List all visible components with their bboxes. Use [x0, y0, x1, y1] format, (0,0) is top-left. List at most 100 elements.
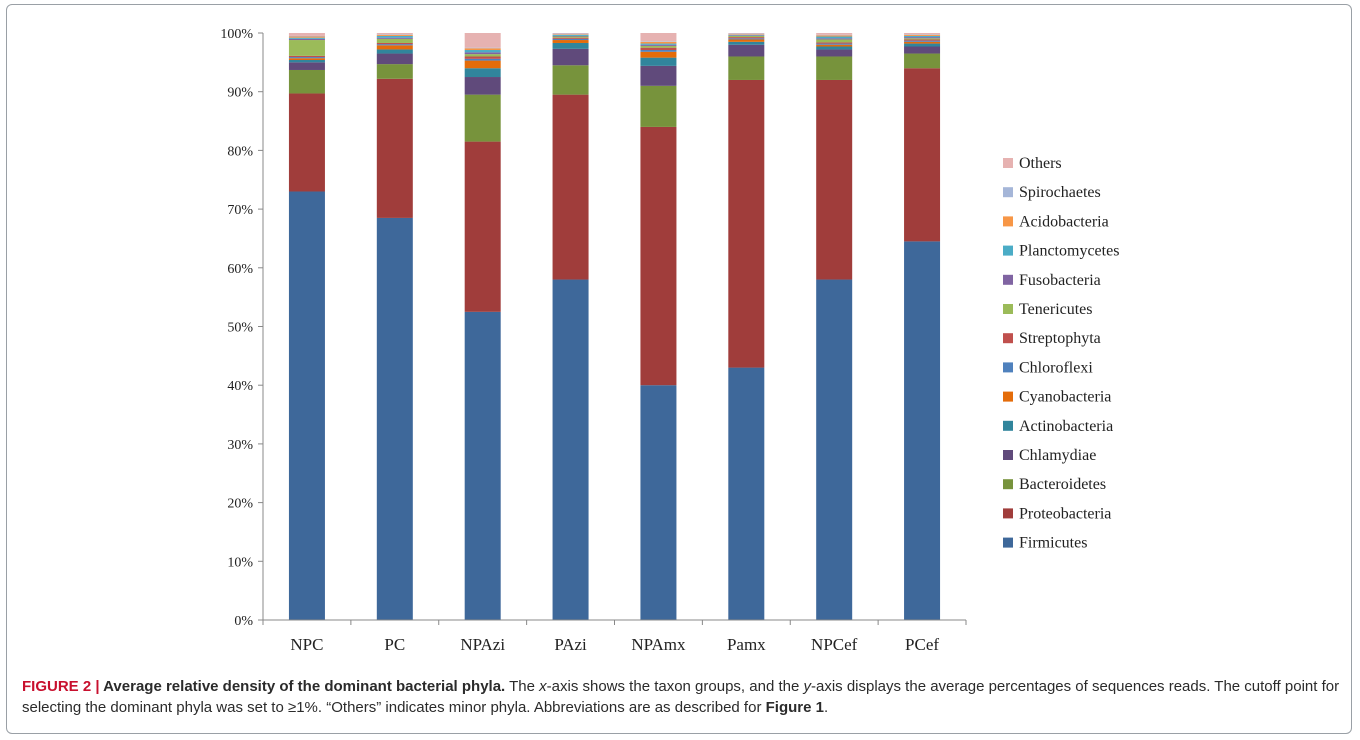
legend-swatch	[1003, 187, 1013, 198]
bar-segment-bacteroidetes-pazi	[552, 65, 589, 95]
bar-segment-cyanobacteria-pazi	[552, 40, 589, 43]
bar-segment-planctomycetes-npazi	[464, 50, 501, 53]
bar-segment-actinobacteria-pamx	[728, 41, 765, 45]
bar-segment-acidobacteria-pcef	[904, 34, 941, 36]
bar-segment-chlamydiae-pazi	[552, 48, 589, 66]
bar-segment-bacteroidetes-pamx	[728, 56, 765, 80]
bar-segment-bacteroidetes-npamx	[640, 85, 677, 127]
caption-figure-reference: Figure 1	[765, 699, 824, 716]
caption-y-axis: y	[803, 678, 811, 695]
y-tick-label: 0%	[234, 614, 253, 629]
bar-segment-firmicutes-npamx	[640, 385, 677, 620]
legend-swatch	[1003, 537, 1013, 548]
y-tick-label: 70%	[227, 203, 253, 218]
bar-segment-planctomycetes-npamx	[640, 43, 677, 45]
legend-label: Streptophyta	[1019, 330, 1101, 347]
bar-segment-streptophyta-npazi	[464, 56, 501, 59]
bar-segment-chloroflexi-npcef	[816, 43, 853, 45]
bar-segment-spirochaetes-pazi	[552, 33, 589, 35]
bar-segment-actinobacteria-npc	[288, 60, 325, 63]
bar-segment-firmicutes-npc	[288, 191, 325, 621]
bar-segment-fusobacteria-pcef	[904, 37, 941, 39]
bar-segment-others-npamx	[640, 33, 677, 42]
bar-segment-streptophyta-npcef	[816, 42, 853, 44]
legend-label: Chlamydiae	[1019, 447, 1096, 464]
bar-segment-planctomycetes-pc	[376, 35, 413, 38]
bar-segment-spirochaetes-pcef	[904, 34, 941, 35]
legend-label: Cyanobacteria	[1019, 389, 1111, 406]
legend-swatch	[1003, 158, 1013, 168]
bar-segment-tenericutes-pcef	[904, 38, 941, 40]
legend-label: Tenericutes	[1019, 301, 1093, 318]
bar-segment-acidobacteria-pamx	[728, 34, 765, 35]
bar-segment-actinobacteria-npcef	[816, 46, 853, 50]
legend-label: Firmicutes	[1019, 535, 1087, 552]
bar-segment-bacteroidetes-npc	[288, 69, 325, 94]
bar-segment-bacteroidetes-pc	[376, 64, 413, 79]
axes-layer: NPC PC NPAzi PAzi NPAmx Pamx NPCef PCef 0% 10% 20%…	[220, 27, 967, 654]
bar-segment-chloroflexi-npazi	[464, 58, 501, 61]
bar-segment-others-pazi	[552, 33, 589, 34]
bar-segment-cyanobacteria-npazi	[464, 60, 501, 69]
x-tick-label: NPAzi	[460, 635, 505, 654]
bar-segment-fusobacteria-pc	[376, 37, 413, 39]
bar-segment-streptophyta-pc	[376, 42, 413, 45]
bar-segment-proteobacteria-npcef	[816, 79, 853, 280]
bar-segment-chlamydiae-npc	[288, 62, 325, 70]
caption-text: -axis shows the taxon groups, and the	[546, 678, 804, 695]
bar-segment-actinobacteria-pcef	[904, 43, 941, 47]
x-tick-label: Pamx	[727, 635, 766, 654]
y-tick-label: 60%	[227, 262, 253, 277]
bar-segment-streptophyta-pcef	[904, 39, 941, 41]
legend-label: Acidobacteria	[1019, 213, 1109, 230]
legend-label: Proteobacteria	[1019, 505, 1111, 522]
bar-segment-cyanobacteria-pcef	[904, 41, 941, 44]
bar-segment-tenericutes-npazi	[464, 54, 501, 57]
bar-segment-acidobacteria-pc	[376, 34, 413, 36]
bar-segment-bacteroidetes-pcef	[904, 53, 941, 69]
bar-segment-spirochaetes-pamx	[728, 33, 765, 35]
bar-segment-firmicutes-pc	[376, 217, 413, 620]
bar-segment-firmicutes-npazi	[464, 311, 501, 620]
bar-segment-planctomycetes-pamx	[728, 34, 765, 36]
bar-segment-proteobacteria-pazi	[552, 94, 589, 280]
caption-text: .	[823, 699, 829, 716]
bar-segment-bacteroidetes-npazi	[464, 94, 501, 142]
caption-figure-number: FIGURE 2 |	[22, 678, 104, 695]
stacked-bar-chart: NPC PC NPAzi PAzi NPAmx Pamx NPCef PCef 0% 10% 20%…	[220, 27, 1119, 654]
bar-segment-tenericutes-pamx	[728, 35, 765, 38]
bar-segment-acidobacteria-npc	[288, 36, 325, 38]
legend-swatch	[1003, 420, 1013, 431]
bar-segment-fusobacteria-npcef	[816, 38, 853, 40]
bar-segment-fusobacteria-npc	[288, 38, 325, 41]
bar-segment-fusobacteria-npamx	[640, 44, 677, 46]
bar-segment-planctomycetes-npc	[288, 37, 325, 39]
legend-label: Actinobacteria	[1019, 418, 1113, 435]
bar-segment-proteobacteria-npazi	[464, 141, 501, 312]
bar-segment-actinobacteria-pc	[376, 49, 413, 54]
bar-segment-fusobacteria-npazi	[464, 52, 501, 55]
legend-swatch	[1003, 450, 1013, 460]
y-tick-label: 50%	[227, 321, 253, 336]
bar-segment-firmicutes-pcef	[904, 241, 941, 620]
legend-swatch	[1003, 508, 1013, 519]
y-tick-label: 20%	[227, 497, 253, 512]
bar-segment-chlamydiae-pcef	[904, 46, 941, 54]
x-tick-label: NPAmx	[631, 635, 686, 654]
bar-segment-chlamydiae-pc	[376, 53, 413, 65]
bar-segment-planctomycetes-pazi	[552, 34, 589, 36]
legend-label: Others	[1019, 155, 1062, 172]
bar-segment-cyanobacteria-pamx	[728, 39, 765, 42]
y-tick-label: 80%	[227, 144, 253, 159]
bar-segment-streptophyta-pazi	[552, 37, 589, 39]
bar-segment-firmicutes-pazi	[552, 279, 589, 620]
legend-swatch	[1003, 333, 1013, 344]
bar-segment-firmicutes-npcef	[816, 279, 853, 620]
legend-swatch	[1003, 479, 1013, 490]
bar-segment-chlamydiae-npamx	[640, 65, 677, 86]
figure-caption: FIGURE 2 | Average relative density of t…	[22, 676, 1342, 718]
bar-segment-chlamydiae-npcef	[816, 49, 853, 57]
bar-segment-others-npcef	[816, 33, 853, 35]
bar-segment-actinobacteria-npazi	[464, 68, 501, 78]
bar-segment-others-npc	[288, 33, 325, 36]
